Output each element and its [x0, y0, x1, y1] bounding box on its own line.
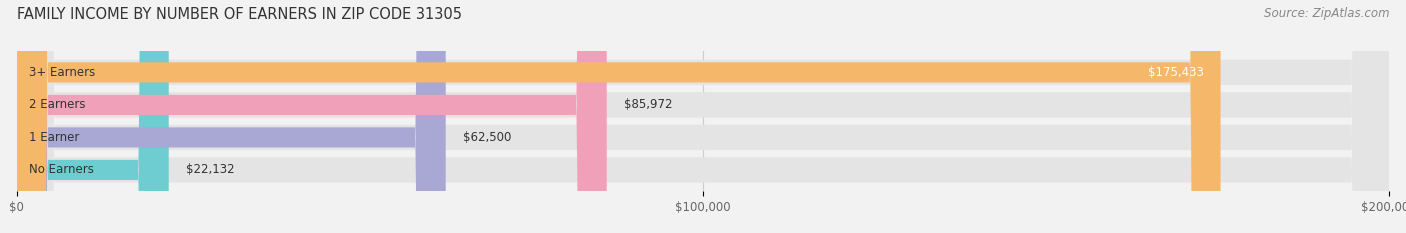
Text: $22,132: $22,132 — [186, 163, 235, 176]
Text: $85,972: $85,972 — [624, 98, 672, 111]
FancyBboxPatch shape — [17, 0, 1389, 233]
FancyBboxPatch shape — [17, 0, 1220, 233]
FancyBboxPatch shape — [17, 0, 1389, 233]
Text: FAMILY INCOME BY NUMBER OF EARNERS IN ZIP CODE 31305: FAMILY INCOME BY NUMBER OF EARNERS IN ZI… — [17, 7, 463, 22]
Text: $175,433: $175,433 — [1147, 66, 1204, 79]
Text: No Earners: No Earners — [30, 163, 94, 176]
FancyBboxPatch shape — [17, 0, 446, 233]
Text: Source: ZipAtlas.com: Source: ZipAtlas.com — [1264, 7, 1389, 20]
FancyBboxPatch shape — [17, 0, 607, 233]
Text: $62,500: $62,500 — [463, 131, 512, 144]
FancyBboxPatch shape — [17, 0, 169, 233]
FancyBboxPatch shape — [17, 0, 1389, 233]
Text: 2 Earners: 2 Earners — [30, 98, 86, 111]
Text: 1 Earner: 1 Earner — [30, 131, 80, 144]
Text: 3+ Earners: 3+ Earners — [30, 66, 96, 79]
FancyBboxPatch shape — [17, 0, 1389, 233]
